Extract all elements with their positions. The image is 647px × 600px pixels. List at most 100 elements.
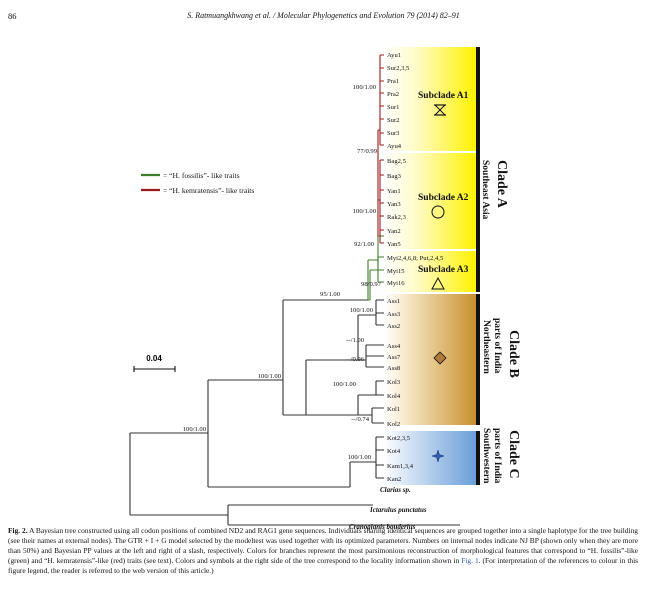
branch-clade-c	[349, 436, 384, 487]
scale-bar-label: 0.04	[146, 354, 162, 363]
tip-label: Ass2	[387, 323, 400, 330]
caption-text: A Bayesian tree constructed using all co…	[8, 526, 638, 565]
support-value: 100/1.00	[333, 381, 357, 388]
tip-labels-a1: Ayu1 Sur2,3,5 Pra1 Pra2 Sur1 Sur2 Sur3 A…	[387, 52, 410, 150]
support-value: 100/1.00	[353, 208, 377, 215]
tip-label: Ass8	[387, 365, 401, 372]
support-value: 100/1.00	[348, 454, 372, 461]
circle-symbol-icon	[431, 205, 445, 219]
tip-label: Rak2,3	[387, 214, 407, 221]
tip-label: Kot2,3,5	[387, 435, 411, 442]
tip-label: Yan5	[387, 241, 401, 248]
support-value: 100/1.00	[350, 307, 374, 314]
tip-label: Kol4	[387, 393, 401, 400]
clade-b-title: Clade B	[506, 330, 521, 378]
support-value: --/1.00	[346, 337, 364, 344]
tip-label: Sur1	[387, 104, 399, 111]
clade-a-bar	[476, 47, 480, 292]
figure-label: Fig. 2.	[8, 526, 28, 535]
outgroup-labels: Clarias sp. Ictarulus punctatus Cranogla…	[349, 486, 427, 531]
tip-label: Pra2	[387, 91, 399, 98]
scale-bar: 0.04	[133, 354, 176, 372]
clade-a-region: Southeast Asia	[480, 160, 490, 220]
tip-label: Bag2,5	[387, 158, 407, 165]
tip-label: Pra1	[387, 78, 399, 85]
outgroup-label: Ictarulus punctatus	[369, 506, 427, 514]
clade-c-title: Clade C	[506, 430, 521, 479]
page-number: 86	[8, 11, 17, 21]
outgroup-label: Clarias sp.	[380, 486, 411, 494]
tip-labels-a3: Myi2,4,6,8; Put,2,4,5 Myi15 Myi16	[387, 255, 444, 287]
support-value: 98/0.97	[361, 281, 382, 288]
branch-clade-a-green	[367, 235, 384, 301]
tip-label: Ass3	[387, 311, 401, 318]
support-value: 100/1.00	[183, 426, 207, 433]
tip-label: Myi2,4,6,8; Put,2,4,5	[387, 255, 444, 262]
tip-label: Ayu1	[387, 52, 401, 59]
clade-c-region-line2: parts of India	[492, 428, 502, 484]
figure-caption: Fig. 2. A Bayesian tree constructed usin…	[8, 526, 638, 576]
running-header-citation: S. Ratmuangkhwang et al. / Molecular Phy…	[187, 11, 460, 20]
support-value: 95/1.00	[320, 291, 341, 298]
node-support-values: 100/1.00 77/0.99 100/1.00 92/1.00 98/0.9…	[183, 84, 382, 461]
clade-b-region-line2: parts of India	[492, 318, 502, 374]
clade-b-band	[384, 294, 476, 425]
branch-clade-b	[305, 359, 358, 416]
tip-label: Yan1	[387, 188, 401, 195]
clade-c-band	[384, 431, 476, 485]
tip-label: Sur2	[387, 117, 399, 124]
tree-branches	[129, 54, 460, 526]
four-point-star-symbol-icon	[431, 449, 445, 463]
tip-label: Kol2	[387, 421, 400, 428]
branch-a-vs-bc	[282, 299, 368, 416]
support-value: --/0.74	[351, 416, 369, 423]
clade-a-band	[384, 47, 476, 292]
legend-green-label: = “H. fossilis”- like traits	[163, 171, 240, 180]
support-value: --/0.96	[346, 356, 364, 363]
caption-text-end: . (For interpretation of the references …	[8, 556, 639, 575]
tip-label: Ass7	[387, 354, 401, 361]
clade-b-bar	[476, 294, 480, 425]
figure-1-link[interactable]: Fig. 1	[461, 556, 479, 565]
tip-label: Kol1	[387, 406, 400, 413]
tip-label: Myi16	[387, 280, 405, 287]
branch-clade-a-red	[377, 54, 384, 244]
subclade-a1-label: Subclade A1	[418, 91, 469, 101]
support-value: 100/1.00	[258, 373, 282, 380]
tip-label: Kan2	[387, 476, 401, 483]
clade-c-labels: Clade C Southwestern parts of India	[481, 428, 521, 484]
clade-a-labels: Clade A Southeast Asia	[480, 160, 509, 220]
tip-labels-a2: Bag2,5 Bag3 Yan1 Yan3 Rak2,3 Yan2 Yan5	[387, 158, 407, 248]
subclade-a2-label: Subclade A2	[418, 193, 469, 203]
hourglass-symbol-icon	[433, 104, 447, 116]
tip-labels-c: Kot2,3,5 Kot4 Kam1,3,4 Kan2	[387, 435, 414, 483]
tip-label: Ayu4	[387, 143, 402, 150]
tip-label: Sur3	[387, 130, 400, 137]
tip-label: Ass1	[387, 298, 400, 305]
branch-ingroup	[207, 379, 350, 488]
subclade-a3-label: Subclade A3	[418, 265, 469, 275]
tip-label: Kot4	[387, 448, 401, 455]
tip-label: Bag3	[387, 173, 402, 180]
tip-label: Yan3	[387, 201, 401, 208]
support-value: 92/1.00	[354, 241, 375, 248]
tip-label: Kam1,3,4	[387, 463, 414, 470]
clade-a-title: Clade A	[494, 160, 509, 209]
clade-c-region-line1: Southwestern	[481, 428, 491, 484]
legend-red-label: = “H. kemratensis”- like traits	[163, 186, 254, 195]
clade-b-region-line1: Northeastern	[481, 320, 491, 375]
diamond-symbol-icon	[433, 351, 447, 365]
support-value: 100/1.00	[353, 84, 377, 91]
outgroup-label: Cranoglanis bouderius	[349, 523, 416, 531]
tip-label: Yan2	[387, 228, 401, 235]
branch-clade-b-lower	[357, 380, 384, 424]
support-value: 77/0.99	[357, 148, 378, 155]
clade-b-labels: Clade B Northeastern parts of India	[481, 318, 521, 378]
branch-color-legend: = “H. fossilis”- like traits = “H. kemra…	[141, 171, 254, 195]
tip-label: Myi15	[387, 268, 405, 275]
tip-labels-b: Ass1 Ass3 Ass2 Ass4 Ass7 Ass8 Kol3 Kol4 …	[387, 298, 401, 428]
tip-label: Kol3	[387, 379, 401, 386]
tip-label: Ass4	[387, 343, 401, 350]
